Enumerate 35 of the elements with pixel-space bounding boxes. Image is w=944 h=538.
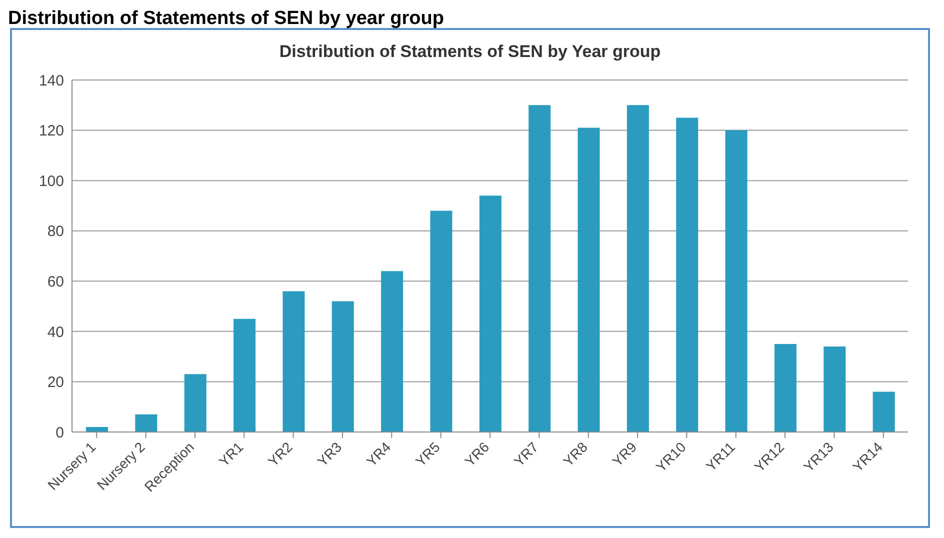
x-tick-label: YR8 xyxy=(560,438,591,470)
y-tick-label: 0 xyxy=(56,424,64,442)
x-tick-label: YR4 xyxy=(363,438,394,470)
bar xyxy=(528,105,551,432)
y-tick-label: 140 xyxy=(38,72,64,90)
bar xyxy=(135,414,158,432)
x-tick-label: YR7 xyxy=(510,438,542,470)
bar xyxy=(234,318,256,432)
bar xyxy=(332,301,354,432)
y-tick-label: 20 xyxy=(47,374,64,392)
x-tick-label: YR5 xyxy=(412,438,444,470)
y-tick-label: 120 xyxy=(38,122,64,140)
bar xyxy=(824,346,846,432)
bar xyxy=(872,392,895,432)
chart-subtitle: Distribution of Statments of SEN by Year group xyxy=(278,42,662,62)
x-tick-label: YR9 xyxy=(609,438,640,470)
x-tick-label: YR2 xyxy=(264,438,296,470)
bar xyxy=(430,210,452,432)
bar xyxy=(626,105,649,432)
bar xyxy=(381,271,404,432)
y-tick-label: 100 xyxy=(38,172,64,190)
x-tick-label: YR6 xyxy=(462,438,492,470)
bar xyxy=(676,118,698,432)
chart-title: Distribution of Statements of SEN by year group xyxy=(8,8,445,30)
bar xyxy=(578,128,600,432)
bar xyxy=(774,344,796,432)
x-tick-label: YR1 xyxy=(216,438,246,470)
bar xyxy=(282,291,305,432)
y-tick-label: 80 xyxy=(47,223,64,240)
y-tick-label: 40 xyxy=(47,324,64,341)
bar xyxy=(479,196,502,432)
bar xyxy=(725,130,748,432)
bar xyxy=(184,374,206,432)
y-tick-label: 60 xyxy=(47,273,64,290)
x-tick-label: YR3 xyxy=(314,438,345,470)
